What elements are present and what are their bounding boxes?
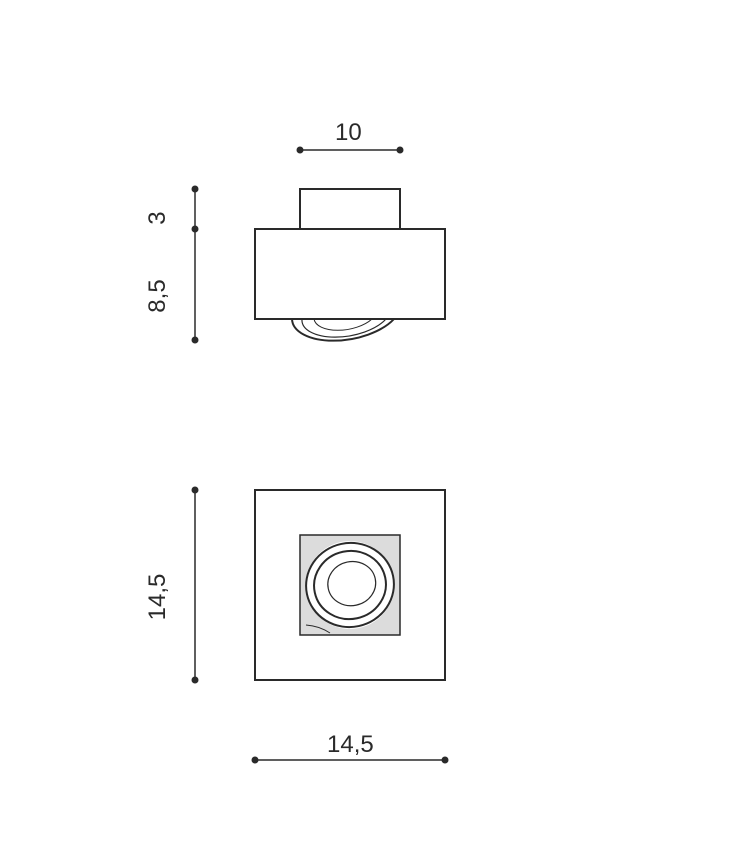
dim-label-upper-main: 8,5 bbox=[144, 279, 171, 312]
elevation-lamp-rim-inner bbox=[314, 319, 372, 330]
elevation-body bbox=[255, 229, 445, 319]
dim-label-plan-width: 14,5 bbox=[327, 731, 374, 758]
dim-label-top-width: 10 bbox=[335, 119, 362, 146]
dim-label-upper-small: 3 bbox=[144, 211, 171, 224]
dim-label-plan-height: 14,5 bbox=[144, 574, 171, 621]
elevation-top-block bbox=[300, 189, 400, 229]
technical-drawing: 10 3 8,5 14,5 14,5 bbox=[0, 0, 735, 852]
